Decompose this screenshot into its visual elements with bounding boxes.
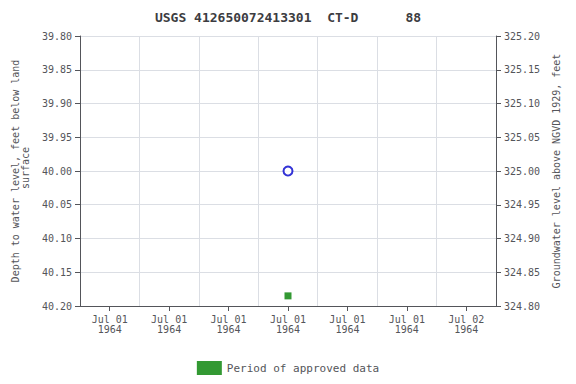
svg-text:40.20: 40.20 [42,301,72,312]
svg-text:325.00: 325.00 [504,166,540,177]
svg-text:325.05: 325.05 [504,132,540,143]
svg-text:40.00: 40.00 [42,166,72,177]
svg-text:39.85: 39.85 [42,64,72,75]
svg-text:Jul 01: Jul 01 [91,313,128,325]
svg-text:1964: 1964 [157,324,181,335]
svg-text:324.85: 324.85 [504,267,540,278]
svg-text:324.80: 324.80 [504,301,540,312]
svg-text:39.80: 39.80 [42,31,72,42]
svg-text:Jul 01: Jul 01 [329,313,366,325]
svg-text:Groundwater level above NGVD 1: Groundwater level above NGVD 1929, feet [551,54,562,289]
svg-text:325.20: 325.20 [504,31,540,42]
svg-text:324.90: 324.90 [504,233,540,244]
svg-text:39.95: 39.95 [42,132,72,143]
svg-text:1964: 1964 [217,324,241,335]
svg-text:Period of approved data: Period of approved data [227,362,379,375]
svg-text:USGS 412650072413301 CT-D: USGS 412650072413301 CT-D 88 [155,10,421,25]
svg-text:Jul 01: Jul 01 [388,313,425,325]
svg-text:40.10: 40.10 [42,233,72,244]
svg-text:1964: 1964 [454,324,478,335]
svg-text:1964: 1964 [335,324,359,335]
svg-text:surface: surface [20,147,31,195]
svg-text:40.05: 40.05 [42,199,72,210]
svg-text:Depth to water level, feet bel: Depth to water level, feet below land [10,59,22,283]
svg-text:Jul 01: Jul 01 [151,313,188,325]
svg-text:1964: 1964 [395,324,419,335]
svg-text:Jul 02: Jul 02 [448,313,485,325]
svg-text:Jul 01: Jul 01 [269,313,307,325]
svg-text:39.90: 39.90 [42,98,72,109]
svg-text:325.15: 325.15 [504,64,540,75]
svg-text:40.15: 40.15 [42,267,72,278]
svg-text:Jul 01: Jul 01 [210,313,247,325]
svg-text:324.95: 324.95 [504,199,540,210]
svg-text:1964: 1964 [98,324,122,335]
svg-text:325.10: 325.10 [504,98,540,109]
svg-text:1964: 1964 [276,324,300,335]
